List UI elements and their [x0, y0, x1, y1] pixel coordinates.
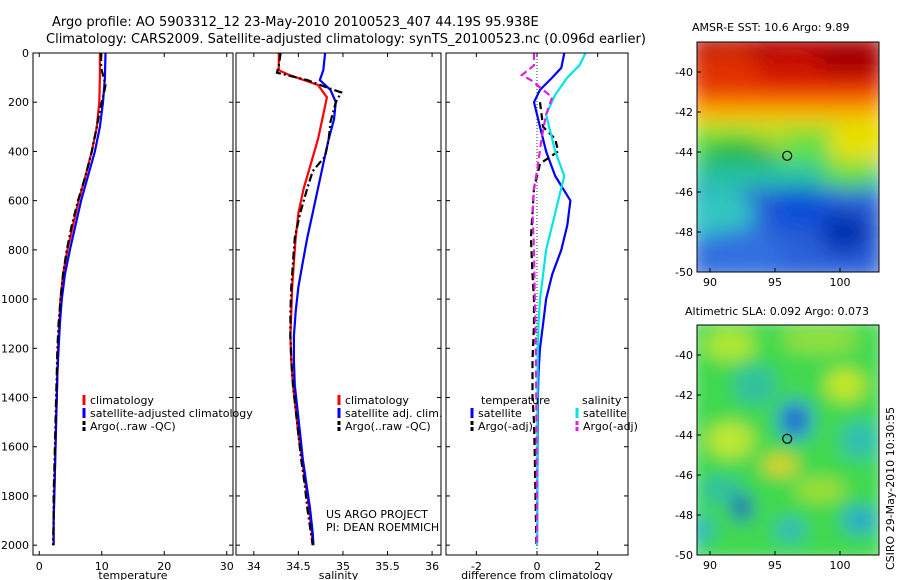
timestamp-label: CSIRO 29-May-2010 10:30:55: [884, 407, 897, 570]
difference-legend-temperature-title: temperature: [481, 394, 550, 407]
sst-ytick-label-4: -48: [675, 226, 693, 239]
sla-ytick-label-2: -44: [675, 429, 693, 442]
sst-ytick-label-1: -42: [675, 106, 693, 119]
temperature-series-1: [52, 53, 107, 546]
difference-legend-0-label: satellite: [478, 407, 522, 420]
temperature-legend-1-label: satellite-adjusted climatology: [90, 407, 253, 420]
difference-legend-2-label: satellite: [583, 407, 627, 420]
sla-map-panel: Altimetric SLA: 0.092 Argo: 0.073: [675, 305, 880, 572]
sla-map-ticks: 90 95 100 -40 -42 -44 -46 -48 -50: [675, 349, 850, 572]
difference-xtick-label-0: -2: [471, 560, 482, 573]
temperature-xtick-label-1: 10: [95, 560, 109, 573]
difference-series-3: [519, 53, 554, 546]
salinity-legend-0-label: climatology: [345, 394, 409, 407]
difference-series-1: [529, 102, 560, 546]
sst-ytick-label-0: -40: [675, 66, 693, 79]
sla-xtick-label-1: 95: [768, 559, 782, 572]
sst-map-title: AMSR-E SST: 10.6 Argo: 9.89: [692, 21, 850, 34]
sst-ytick-label-5: -50: [675, 266, 693, 279]
difference-xlabel: difference from climatology: [461, 569, 613, 580]
temperature-axes-frame: [32, 52, 234, 556]
sla-ytick-label-5: -50: [675, 549, 693, 562]
temperature-ytick-label-8: 1600: [1, 441, 29, 454]
difference-legend-salinity-title: salinity: [582, 394, 622, 407]
sst-map-frame: [696, 41, 880, 273]
sla-ytick-label-4: -48: [675, 509, 693, 522]
salinity-legend-1-label: satellite adj. clim.: [345, 407, 442, 420]
sla-xtick-label-0: 90: [703, 559, 717, 572]
temperature-ytick-label-10: 2000: [1, 539, 29, 552]
temperature-legend-0-label: climatology: [90, 394, 154, 407]
temperature-xtick-label-3: 30: [220, 560, 234, 573]
sst-ytick-label-2: -44: [675, 146, 693, 159]
temperature-ytick-label-2: 400: [8, 145, 29, 158]
temperature-ytick-label-1: 200: [8, 96, 29, 109]
temperature-panel: 0 10 20 30 0 200 400 600 800 1000 1200 1400 1600 1800…: [1, 47, 253, 580]
difference-series-2: [535, 53, 587, 546]
sla-map-title: Altimetric SLA: 0.092 Argo: 0.073: [685, 305, 869, 318]
difference-xtick-label-2: 2: [594, 560, 601, 573]
sst-map-field: [697, 42, 879, 272]
sla-ytick-label-3: -46: [675, 469, 693, 482]
temperature-ytick-label-5: 1000: [1, 293, 29, 306]
salinity-series-2: [275, 53, 343, 546]
temperature-ytick-label-6: 1200: [1, 342, 29, 355]
temperature-ytick-label-3: 600: [8, 195, 29, 208]
sst-map-ticks: 90 95 100 -40 -42 -44 -46 -48 -50: [675, 66, 850, 289]
salinity-xtick-label-4: 36: [425, 560, 439, 573]
figure-title-line1: Argo profile: AO 5903312_12 23-May-2010 …: [52, 15, 539, 30]
sla-argo-location-marker: [782, 433, 793, 444]
temperature-legend-2-label: Argo(..raw -QC): [90, 420, 176, 433]
sst-xtick-label-2: 100: [830, 276, 851, 289]
sst-ytick-label-3: -46: [675, 186, 693, 199]
salinity-xtick-label-2: 35: [336, 560, 350, 573]
salinity-xtick-label-0: 34: [247, 560, 261, 573]
salinity-series-1: [292, 53, 337, 546]
temperature-ytick-label-9: 1800: [1, 490, 29, 503]
sla-ytick-label-1: -42: [675, 389, 693, 402]
sla-ytick-label-0: -40: [675, 349, 693, 362]
temperature-ytick-label-0: 0: [22, 47, 29, 60]
temperature-series-2: [51, 53, 107, 546]
difference-legend-1-label: Argo(-adj): [478, 420, 533, 433]
salinity-legend-2-label: Argo(..raw -QC): [345, 420, 431, 433]
salinity-panel: 34 34.5 35 35.5 36 salinity climatologysatelli…: [235, 52, 442, 580]
sla-xtick-label-2: 100: [830, 559, 851, 572]
project-label-line2: PI: DEAN ROEMMICH: [326, 521, 439, 534]
temperature-ytick-label-7: 1400: [1, 392, 29, 405]
figure-title-line2: Climatology: CARS2009. Satellite-adjuste…: [46, 32, 646, 47]
sla-map-field: [697, 325, 879, 555]
temperature-xlabel: temperature: [98, 569, 167, 580]
salinity-xlabel: salinity: [319, 569, 359, 580]
salinity-axes-frame: [235, 52, 442, 556]
sst-argo-location-marker: [782, 150, 793, 161]
sla-map-frame: [696, 324, 880, 556]
difference-legend-3-label: Argo(-adj): [583, 420, 638, 433]
temperature-xtick-label-0: 0: [36, 560, 43, 573]
salinity-xtick-label-3: 35.5: [375, 560, 400, 573]
sst-map-panel: AMSR-E SST: 10.6 Argo: 9.89: [675, 21, 880, 289]
temperature-ytick-label-4: 800: [8, 244, 29, 257]
salinity-xtick-label-1: 34.5: [286, 560, 311, 573]
temperature-xtick-label-2: 20: [157, 560, 171, 573]
sst-xtick-label-0: 90: [703, 276, 717, 289]
difference-xtick-label-1: 0: [534, 560, 541, 573]
project-label-line1: US ARGO PROJECT: [326, 508, 428, 521]
sst-xtick-label-1: 95: [768, 276, 782, 289]
